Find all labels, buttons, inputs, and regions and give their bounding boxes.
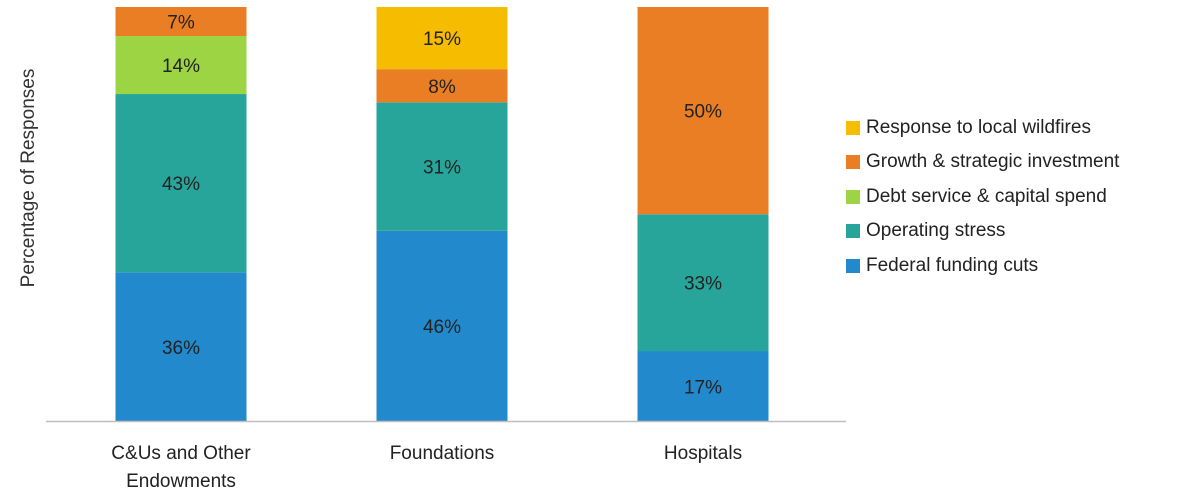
data-label: 8% [428,77,456,98]
legend-label: Operating stress [866,220,1006,241]
bar-segment [115,94,247,273]
legend-swatch [846,224,860,238]
legend-swatch [846,155,860,169]
data-label: 17% [684,377,722,398]
legend-item: Response to local wildfires [846,116,1181,139]
data-label: 46% [423,317,461,338]
legend-item: Debt service & capital spend [846,185,1181,208]
legend-label: Response to local wildfires [866,116,1091,138]
legend-swatch [846,120,860,135]
x-tick-labels-layer: C&Us and Other Endowments Foundations Hospi… [111,443,742,492]
legend-swatch [846,189,860,204]
y-axis-label: Percentage of Responses [18,69,39,288]
bar-segment [376,7,508,70]
data-label: 7% [167,13,195,34]
x-tick-label: C&Us and Other [111,443,251,464]
bar-segment [376,230,508,422]
x-tick-label: Hospitals [664,443,742,464]
legend-item: Federal funding cuts [846,254,1181,277]
data-label: 33% [684,274,722,295]
legend-item: Growth & strategic investment [846,151,1181,174]
bars-layer [115,7,769,422]
x-tick-label: Foundations [390,443,495,464]
bar-segment [115,272,247,422]
legend-item: Operating stress [846,220,1181,243]
data-label: 36% [162,338,200,359]
x-tick-label: Endowments [126,471,236,492]
legend-label: Federal funding cuts [866,254,1039,276]
data-label: 15% [423,29,461,50]
legend-swatch [846,258,860,273]
bar-segment [115,7,247,37]
bar-segment [637,351,769,422]
bar-segment [637,214,769,352]
bar-segment [637,7,769,215]
legend-label: Growth & strategic investment [866,151,1120,172]
data-label: 50% [684,102,722,123]
bar-segment [376,69,508,103]
legend-label: Debt service & capital spend [866,185,1107,207]
bar-segment [376,102,508,231]
bar-segment [115,36,247,95]
data-label: 14% [162,56,200,77]
data-label: 31% [423,158,461,179]
legend: Response to local wildfires Growth & stra… [846,116,1181,289]
data-labels-layer: 36% 43% 14% 7% 46% 31% 8% 15% 17% 33% 50% [162,13,722,399]
data-label: 43% [162,174,200,195]
